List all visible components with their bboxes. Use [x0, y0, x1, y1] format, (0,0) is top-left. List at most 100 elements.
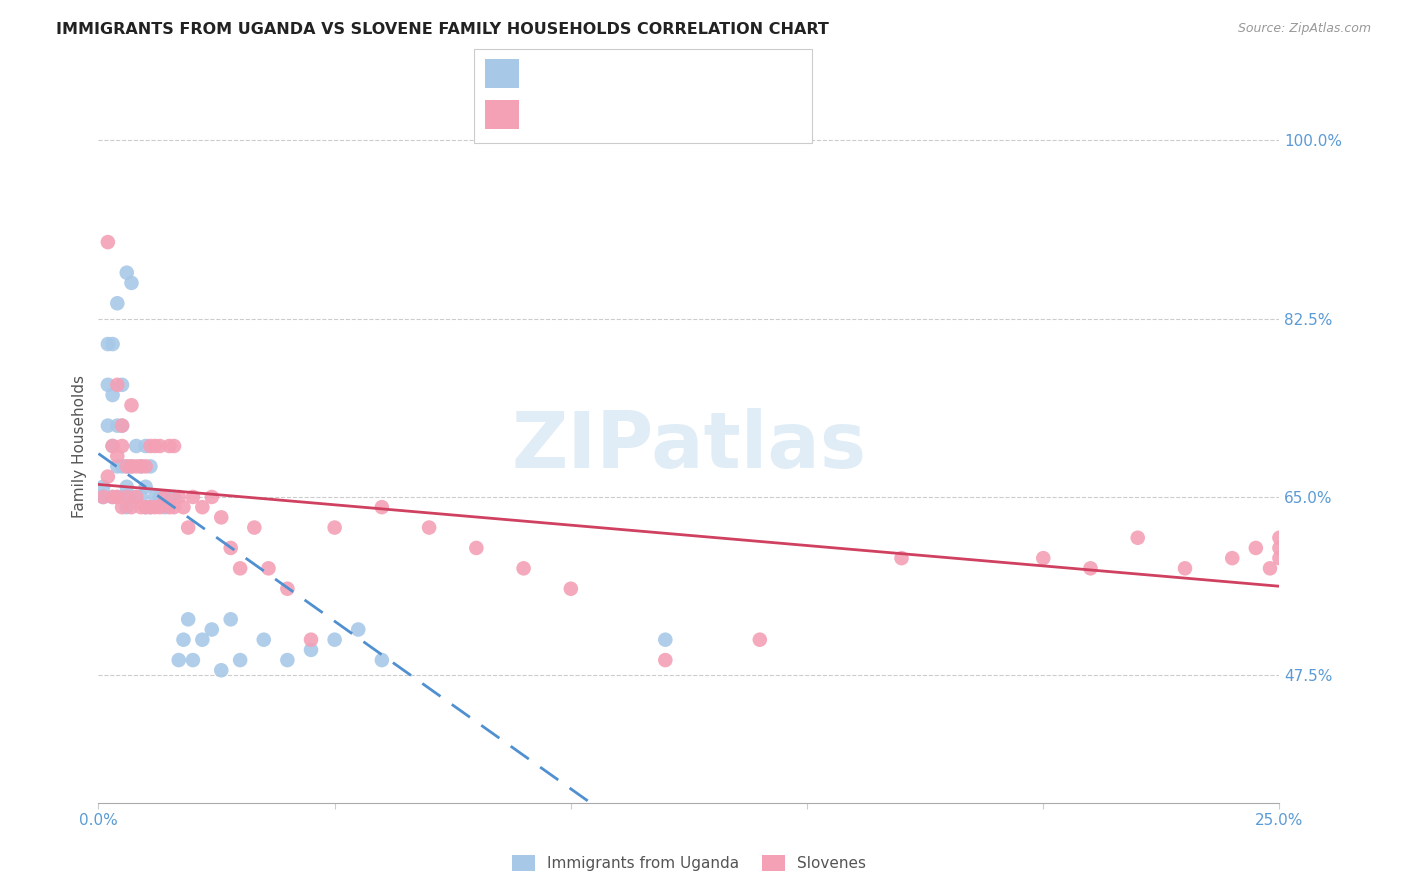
- FancyBboxPatch shape: [474, 49, 813, 143]
- Point: [105, 296, 128, 310]
- Point: [177, 612, 200, 626]
- Point: [149, 490, 172, 504]
- Point: [105, 490, 128, 504]
- Text: -0.143: -0.143: [569, 107, 621, 122]
- Point: [890, 551, 912, 566]
- Point: [135, 480, 157, 494]
- Point: [181, 490, 204, 504]
- Text: IMMIGRANTS FROM UGANDA VS SLOVENE FAMILY HOUSEHOLDS CORRELATION CHART: IMMIGRANTS FROM UGANDA VS SLOVENE FAMILY…: [56, 22, 830, 37]
- Point: [105, 490, 128, 504]
- Point: [101, 490, 124, 504]
- Point: [347, 623, 370, 637]
- Text: R =: R =: [530, 107, 565, 122]
- Text: N =: N =: [671, 107, 703, 122]
- Point: [748, 632, 770, 647]
- Point: [129, 490, 152, 504]
- Point: [115, 480, 138, 494]
- Point: [371, 653, 394, 667]
- Point: [125, 459, 148, 474]
- Point: [654, 632, 676, 647]
- Point: [135, 439, 157, 453]
- Point: [135, 459, 157, 474]
- Point: [229, 561, 252, 575]
- Point: [157, 490, 180, 504]
- Point: [157, 439, 180, 453]
- Point: [1126, 531, 1149, 545]
- Point: [115, 490, 138, 504]
- Text: Source: ZipAtlas.com: Source: ZipAtlas.com: [1237, 22, 1371, 36]
- Point: [1268, 531, 1291, 545]
- Point: [323, 520, 346, 534]
- Point: [243, 520, 266, 534]
- Point: [111, 418, 134, 433]
- Point: [177, 520, 200, 534]
- Point: [209, 510, 232, 524]
- Text: N =: N =: [671, 66, 703, 81]
- Point: [229, 653, 252, 667]
- Point: [121, 398, 143, 412]
- Point: [101, 439, 124, 453]
- Text: R =: R =: [530, 66, 561, 81]
- Point: [257, 561, 280, 575]
- Point: [149, 439, 172, 453]
- Point: [465, 541, 488, 555]
- Point: [1268, 541, 1291, 555]
- Point: [143, 490, 166, 504]
- Point: [105, 459, 128, 474]
- Point: [121, 276, 143, 290]
- Point: [276, 653, 298, 667]
- Bar: [485, 59, 519, 87]
- Point: [219, 541, 242, 555]
- Point: [153, 500, 176, 515]
- Point: [111, 459, 134, 474]
- Point: [172, 632, 194, 647]
- Point: [115, 500, 138, 515]
- Point: [129, 500, 152, 515]
- Point: [167, 490, 190, 504]
- Point: [299, 643, 322, 657]
- Point: [101, 388, 124, 402]
- Point: [111, 439, 134, 453]
- Point: [299, 632, 322, 647]
- Point: [135, 500, 157, 515]
- Point: [1268, 551, 1291, 566]
- Point: [1244, 541, 1267, 555]
- Point: [143, 439, 166, 453]
- Point: [191, 500, 214, 515]
- Point: [253, 632, 276, 647]
- Point: [512, 561, 534, 575]
- Point: [143, 500, 166, 515]
- Y-axis label: Family Households: Family Households: [72, 375, 87, 517]
- Point: [181, 653, 204, 667]
- Point: [125, 439, 148, 453]
- Point: [163, 439, 186, 453]
- Bar: [485, 100, 519, 128]
- Point: [97, 469, 120, 483]
- Point: [1080, 561, 1102, 575]
- Point: [135, 500, 157, 515]
- Legend: Immigrants from Uganda, Slovenes: Immigrants from Uganda, Slovenes: [506, 849, 872, 877]
- Point: [654, 653, 676, 667]
- Point: [125, 490, 148, 504]
- Point: [153, 490, 176, 504]
- Text: 65: 65: [713, 107, 733, 122]
- Point: [1174, 561, 1197, 575]
- Point: [121, 459, 143, 474]
- Point: [191, 632, 214, 647]
- Point: [97, 377, 120, 392]
- Point: [139, 459, 162, 474]
- Point: [139, 500, 162, 515]
- Point: [121, 490, 143, 504]
- Point: [219, 612, 242, 626]
- Point: [105, 449, 128, 463]
- Point: [101, 490, 124, 504]
- Point: [201, 490, 224, 504]
- Point: [149, 500, 172, 515]
- Point: [129, 459, 152, 474]
- Point: [121, 500, 143, 515]
- Point: [101, 337, 124, 351]
- Point: [111, 490, 134, 504]
- Text: ZIPatlas: ZIPatlas: [512, 408, 866, 484]
- Text: 54: 54: [713, 66, 733, 81]
- Point: [1258, 561, 1281, 575]
